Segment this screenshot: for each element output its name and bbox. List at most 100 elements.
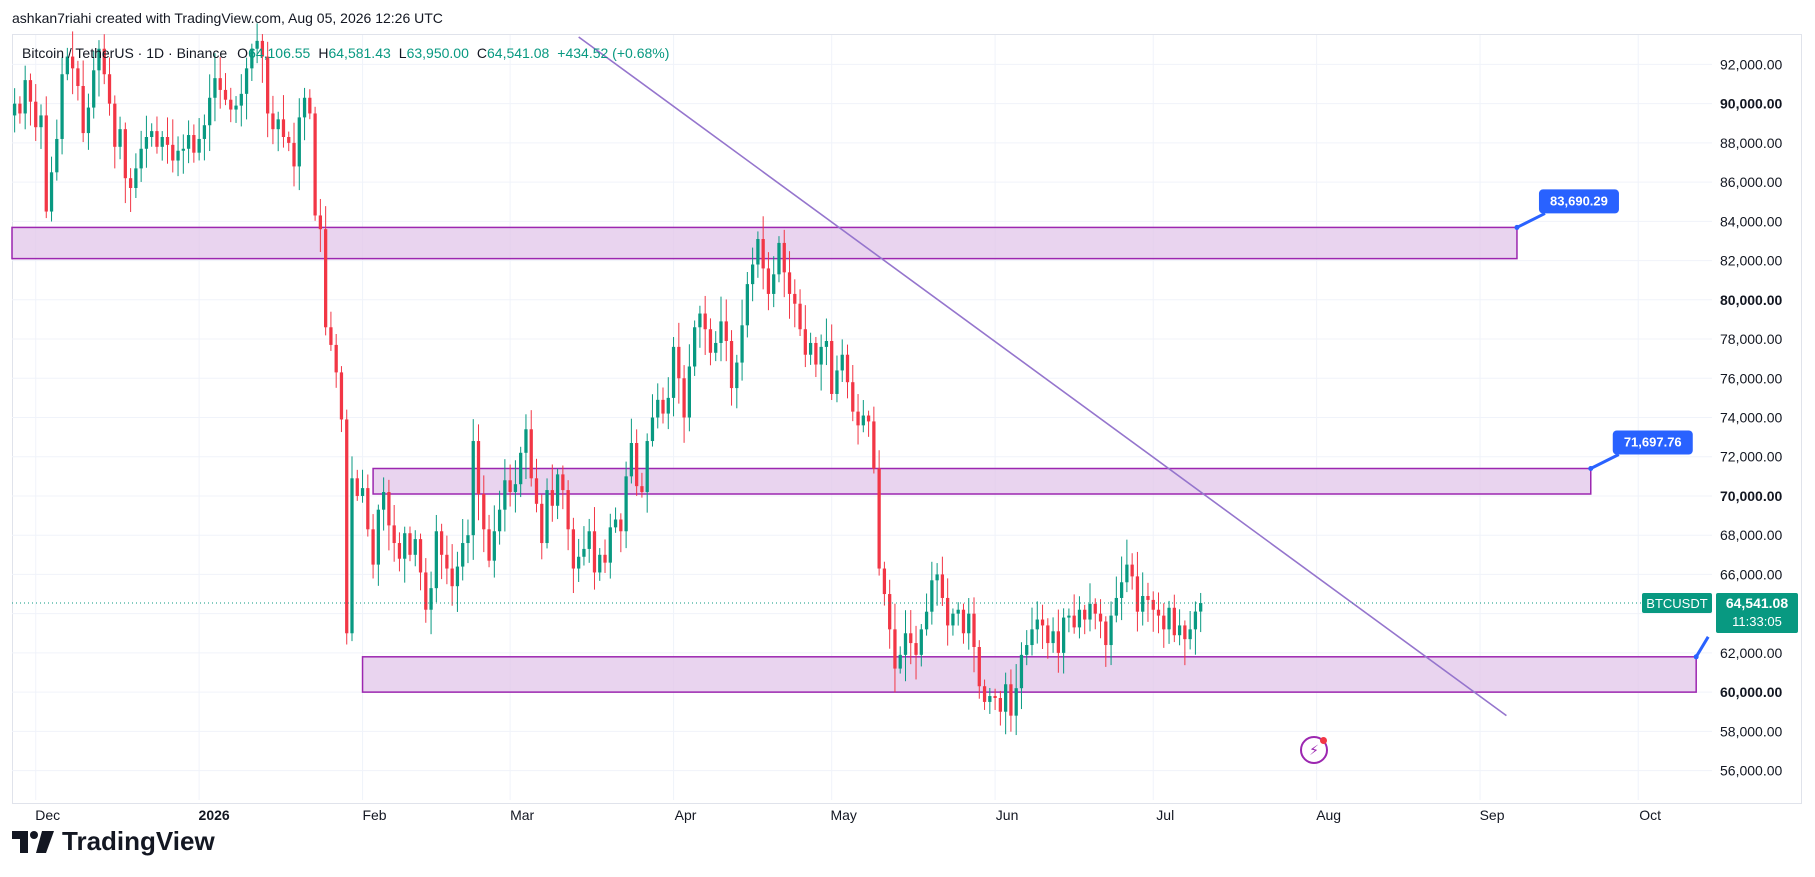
callout-pointer	[1694, 636, 1710, 658]
candle-body	[13, 103, 17, 116]
candle-body	[1141, 596, 1145, 612]
candle-body	[661, 399, 665, 414]
candle-body	[840, 354, 844, 371]
candle-body	[139, 148, 143, 169]
candle-body	[766, 268, 771, 294]
price-callout-label: 83,690.29	[1550, 193, 1608, 208]
ohlc-legend: Bitcoin / TetherUS · 1D · Binance O 64,1…	[22, 45, 669, 61]
candle-body	[956, 609, 960, 614]
candle-body	[1193, 611, 1198, 630]
candle-body	[888, 594, 892, 630]
candle-body	[324, 229, 328, 328]
candle-body	[471, 441, 475, 536]
candle-body	[1188, 629, 1192, 640]
countdown-label: 11:33:05	[1732, 614, 1782, 629]
candle-body	[70, 56, 75, 69]
tradingview-logo[interactable]: TradingView	[12, 826, 215, 857]
candle-body	[234, 105, 238, 110]
candle-body	[81, 86, 85, 134]
high-value: 64,581.43	[328, 45, 391, 61]
candle-body	[271, 113, 275, 130]
y-tick-label: 78,000.00	[1720, 331, 1782, 347]
candle-body	[381, 492, 386, 510]
candle-body	[1156, 609, 1161, 616]
candle-body	[281, 119, 286, 137]
y-tick-label: 86,000.00	[1720, 174, 1782, 190]
candle-body	[360, 488, 365, 496]
candle-body	[34, 101, 38, 128]
candle-body	[334, 344, 338, 373]
candle-body	[587, 531, 591, 549]
candle-body	[682, 378, 686, 418]
y-tick-label: 76,000.00	[1720, 370, 1782, 386]
candle-body	[561, 474, 565, 491]
candle-body	[629, 443, 634, 477]
candle-body	[276, 119, 280, 130]
candle-body	[439, 531, 444, 555]
candle-body	[1167, 607, 1171, 630]
candle-body	[993, 696, 997, 698]
candle-body	[1035, 619, 1039, 630]
candle-body	[803, 329, 807, 355]
candle-body	[619, 519, 623, 532]
candle-body	[735, 362, 739, 389]
candle-body	[487, 529, 491, 561]
price-callout-label: 71,697.76	[1624, 435, 1682, 450]
lightning-icon[interactable]: ⚡	[1300, 736, 1328, 764]
candle-body	[392, 525, 396, 544]
candle-body	[292, 142, 296, 167]
candle-body	[55, 138, 59, 173]
candle-body	[65, 56, 69, 75]
candle-body	[1109, 615, 1113, 646]
candle-body	[898, 654, 902, 669]
callout-pointer	[1590, 453, 1620, 470]
candle-body	[1046, 625, 1050, 644]
candle-body	[60, 74, 64, 139]
candle-body	[645, 441, 649, 493]
candle-body	[988, 696, 992, 702]
y-tick-label: 84,000.00	[1720, 213, 1782, 229]
candle-body	[266, 56, 270, 114]
candle-body	[113, 103, 117, 147]
candle-body	[677, 346, 681, 379]
x-tick-label: Aug	[1316, 807, 1341, 823]
support-resistance-zone	[372, 467, 1592, 495]
symbol-badge	[1642, 593, 1712, 614]
x-tick-label: 2026	[199, 807, 230, 823]
candle-body	[824, 341, 829, 347]
candle-body	[445, 554, 449, 569]
candle-body	[144, 137, 149, 149]
candle-body	[961, 609, 966, 634]
x-tick-label: Feb	[362, 807, 386, 823]
candle-body	[28, 80, 33, 102]
candle-body	[397, 543, 402, 559]
candle-body	[814, 342, 818, 365]
candle-body	[492, 531, 496, 561]
low-key: L	[398, 45, 407, 61]
candle-body	[76, 68, 80, 86]
candle-body	[250, 48, 254, 69]
high-key: H	[318, 45, 329, 61]
candle-body	[466, 535, 470, 544]
y-tick-label: 92,000.00	[1720, 56, 1782, 72]
symbol-name[interactable]: Bitcoin / TetherUS · 1D · Binance	[22, 45, 228, 61]
candle-body	[408, 533, 412, 555]
candle-body	[729, 341, 734, 389]
x-tick-label: Dec	[35, 807, 60, 823]
y-tick-label: 68,000.00	[1720, 527, 1782, 543]
candle-body	[1125, 564, 1129, 583]
support-resistance-zone	[361, 656, 1697, 693]
candle-body	[1130, 564, 1134, 577]
candle-body	[808, 342, 813, 355]
candle-body	[914, 643, 918, 655]
candle-body	[703, 313, 707, 330]
candle-body	[39, 115, 43, 128]
candle-body	[318, 215, 323, 230]
y-tick-label: 60,000.00	[1720, 684, 1782, 700]
candle-body	[529, 429, 533, 479]
candle-body	[909, 633, 913, 644]
candle-body	[192, 135, 196, 153]
candle-body	[118, 129, 122, 147]
candle-body	[571, 529, 576, 569]
